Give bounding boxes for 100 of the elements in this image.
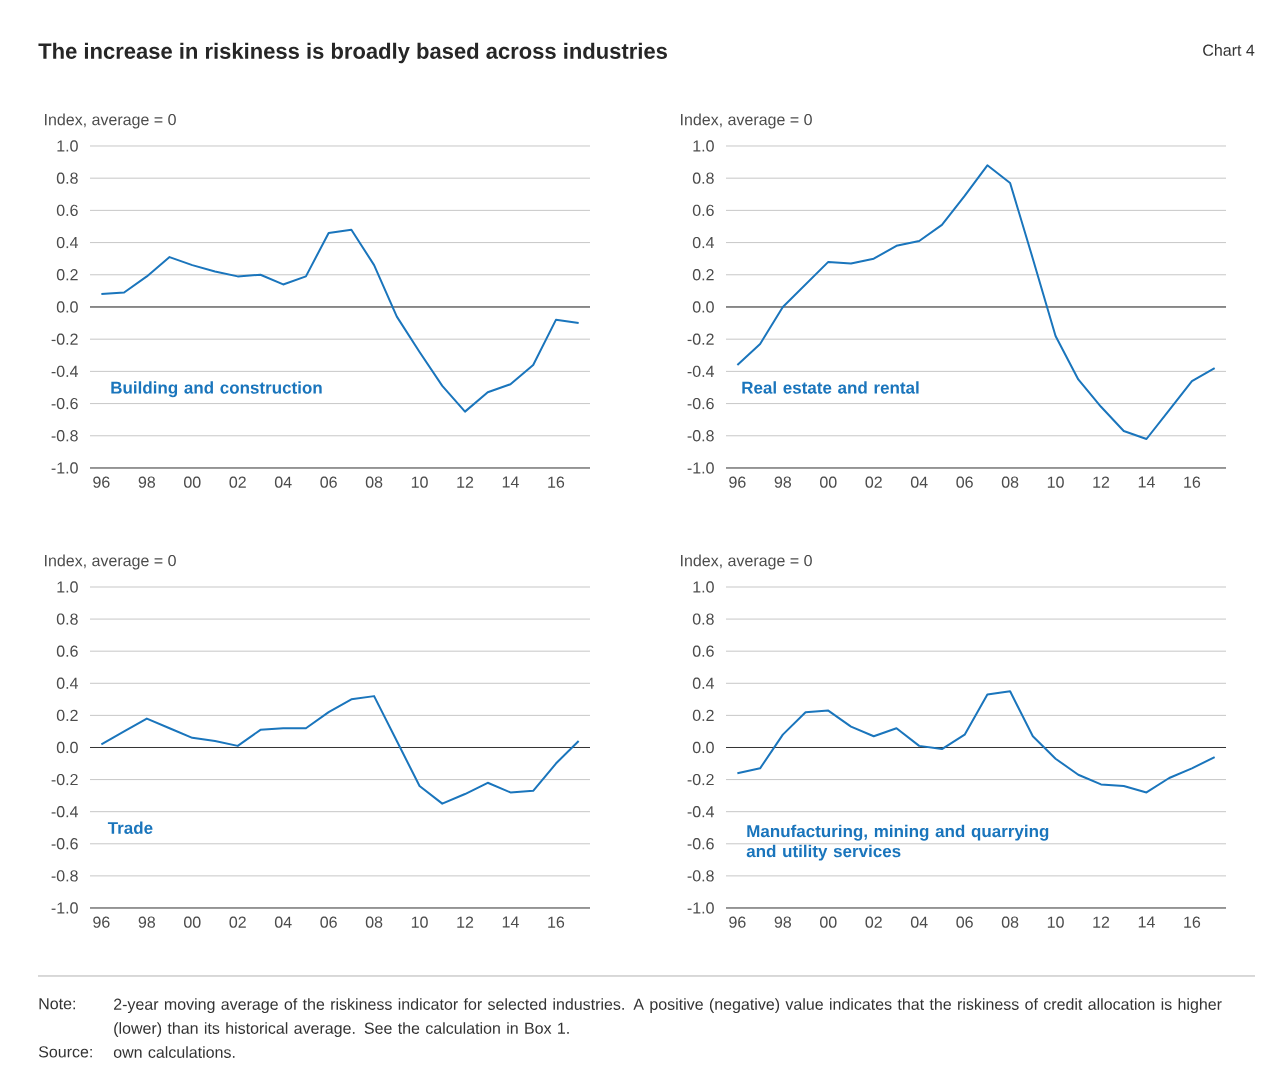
x-tick-label: 16 [548,916,565,928]
text: Trade [107,821,153,834]
y-tick-label: -0.4 [687,365,715,378]
y-tick-label: -1.0 [51,902,78,914]
x-tick-label: 02 [229,916,246,928]
line-series [100,695,580,805]
y-tick-label: 0.6 [56,645,78,657]
y-tick-label: -0.2 [51,333,78,345]
y-tick-label: 0.0 [692,741,714,754]
x-tick-label: 02 [865,916,882,928]
y-axis-title: Index, average = 0 [45,113,176,129]
x-tick-label: 06 [320,916,337,928]
y-tick-label: 0.2 [692,269,714,281]
y-tick-label: 0.8 [56,613,78,625]
y-tick-label: 0.4 [56,236,79,249]
x-tick-label: 10 [411,916,428,928]
y-tick-label: 0.4 [692,677,715,689]
y-tick-label: -0.8 [51,870,78,882]
x-tick-label: 98 [138,916,156,928]
y-tick-label: 0.8 [692,172,714,184]
x-tick-label: 00 [184,476,201,488]
y-tick-label: 0.6 [692,204,714,217]
y-tick-label: 0.8 [692,613,714,625]
y-tick-label: 0.6 [56,204,78,217]
x-tick-label: 12 [457,916,474,928]
y-axis-title: Index, average = 0 [45,554,176,570]
y-tick-label: 0.6 [692,645,714,657]
x-tick-label: 02 [229,476,246,488]
text: Note: [39,998,75,1010]
y-tick-label: -0.4 [687,806,715,818]
y-tick-label: -0.4 [51,365,79,378]
y-tick-label: 0.4 [56,677,79,689]
chart-title: The increase in riskiness is broadly based across industries [38,42,667,64]
y-tick-label: -0.8 [687,430,714,442]
source-note: Source: [38,1046,92,1058]
x-tick-label: 12 [1093,916,1110,928]
x-tick-label: 06 [956,476,973,488]
y-tick-label: 0.2 [56,709,78,722]
x-tick-label: 10 [1047,476,1064,488]
x-tick-label: 08 [365,916,383,928]
y-axis-title: Index, average = 0 [681,554,812,570]
x-tick-label: 12 [457,476,474,488]
line-series [736,690,1216,794]
x-tick-label: 08 [1001,476,1019,488]
x-tick-label: 06 [320,476,337,488]
y-tick-label: 1.0 [693,140,714,152]
x-tick-label: 98 [774,916,792,928]
y-tick-label: -0.4 [51,806,79,818]
x-tick-label: 14 [1138,476,1155,488]
x-tick-label: 14 [502,916,519,928]
x-tick-label: 10 [411,476,428,488]
x-tick-label: 96 [729,916,746,928]
x-tick-label: 16 [548,476,565,488]
x-tick-label: 04 [910,476,928,488]
y-tick-label: -0.8 [687,870,714,882]
y-tick-label: -0.6 [51,838,78,850]
text: 2-year moving average of the riskiness indicator for selected industries. A positive (negative) value indicates that the riskiness of credit allocation is higher (lower) than its historical average. See the calculation in Box 1. [114,998,1222,1038]
y-tick-label: 0.8 [56,172,78,184]
x-tick-label: 96 [729,476,746,488]
x-tick-label: 04 [274,916,292,928]
x-tick-label: 98 [138,476,156,488]
x-tick-label: 00 [820,916,837,928]
text: Building and construction [111,381,322,398]
x-tick-label: 98 [774,476,792,488]
y-tick-label: -0.2 [51,773,78,786]
y-tick-label: 0.2 [56,269,78,281]
x-tick-label: 96 [93,476,110,488]
x-tick-label: 16 [1184,476,1201,488]
series-label: Real estate and rental [742,381,919,394]
x-tick-label: 04 [910,916,928,928]
x-tick-label: 16 [1184,916,1201,928]
y-tick-label: 0.0 [692,301,714,313]
x-tick-label: 96 [93,916,110,928]
x-tick-label: 12 [1093,476,1110,488]
y-tick-label: -0.6 [51,397,78,410]
x-tick-label: 02 [865,476,882,488]
y-tick-label: 0.0 [56,301,78,313]
y-axis-title: Index, average = 0 [681,113,812,129]
y-tick-label: -0.6 [687,838,714,850]
y-tick-label: -1.0 [687,902,714,914]
y-tick-label: 0.0 [56,741,78,754]
x-tick-label: 06 [956,916,973,928]
y-tick-label: -0.2 [687,333,714,345]
text: own calculations. [113,1046,235,1058]
y-tick-label: 1.0 [57,581,78,593]
x-tick-label: 00 [184,916,201,928]
x-tick-label: 04 [274,476,292,488]
y-tick-label: 0.2 [692,709,714,722]
x-tick-label: 08 [365,476,383,488]
y-tick-label: -1.0 [687,462,714,474]
x-tick-label: 08 [1001,916,1019,928]
y-tick-label: -1.0 [51,462,78,474]
line-series [100,228,580,413]
x-tick-label: 14 [502,476,519,488]
y-tick-label: 1.0 [57,140,78,152]
x-tick-label: 00 [820,476,837,488]
y-tick-label: -0.8 [51,430,78,442]
x-tick-label: 10 [1047,916,1064,928]
y-tick-label: -0.2 [687,773,714,786]
y-tick-label: -0.6 [687,397,714,410]
